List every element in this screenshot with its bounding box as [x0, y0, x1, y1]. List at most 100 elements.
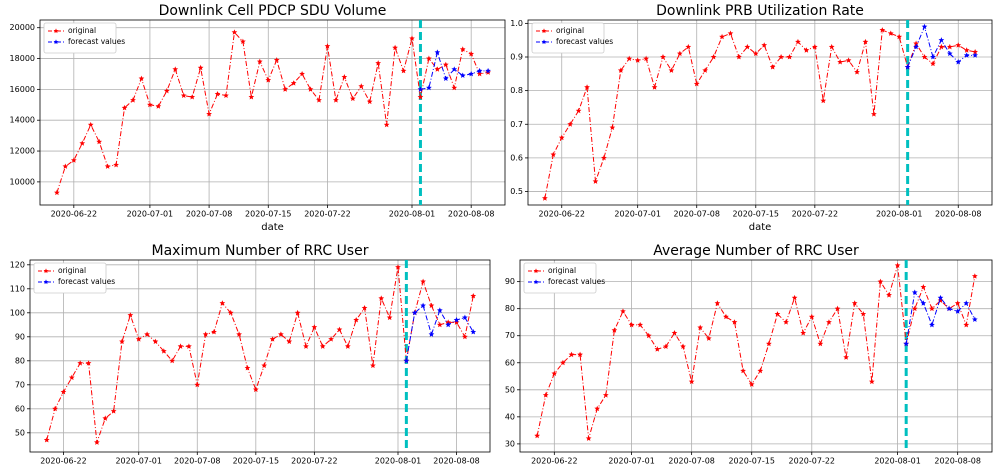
data-point — [442, 75, 449, 82]
series-line — [56, 31, 489, 193]
data-point — [971, 316, 978, 322]
data-point — [163, 87, 170, 94]
data-point — [911, 289, 918, 295]
legend-marker — [53, 28, 59, 34]
data-point — [834, 305, 841, 312]
data-point — [252, 386, 259, 393]
data-point — [817, 340, 824, 347]
data-point — [634, 57, 641, 63]
data-point — [820, 97, 827, 104]
data-point — [938, 43, 945, 50]
data-point — [392, 44, 398, 51]
data-point — [169, 357, 176, 364]
data-point — [470, 293, 477, 299]
plot-frame — [519, 259, 993, 453]
data-point — [77, 360, 84, 366]
data-point — [445, 321, 452, 328]
data-point — [575, 107, 582, 114]
data-point — [740, 367, 746, 374]
data-point — [70, 157, 77, 163]
data-point — [227, 309, 234, 316]
data-point — [152, 338, 159, 345]
data-point — [172, 66, 179, 72]
legend-label: original — [556, 26, 584, 35]
data-point — [349, 95, 356, 102]
y-tick-label: 0.8 — [510, 86, 523, 95]
data-point — [955, 42, 962, 48]
legend-marker — [53, 39, 59, 45]
legend-label: forecast values — [548, 277, 605, 286]
data-point — [299, 70, 305, 77]
y-tick-label: 50 — [15, 428, 25, 437]
data-point — [138, 75, 145, 82]
x-tick-label: 2020-06-22 — [40, 457, 87, 466]
data-point — [620, 308, 626, 314]
data-point — [383, 121, 390, 128]
data-point — [400, 67, 407, 74]
y-tick-label: 1.0 — [510, 19, 523, 28]
data-point — [344, 343, 351, 349]
data-point — [96, 138, 103, 145]
x-tick-label: 2020-07-22 — [792, 210, 839, 219]
data-point — [680, 343, 686, 349]
data-point — [854, 69, 860, 75]
y-tick-label: 30 — [505, 439, 515, 448]
data-point — [282, 86, 289, 92]
data-point — [375, 60, 382, 66]
data-point — [236, 331, 242, 337]
data-point — [52, 405, 58, 412]
x-tick-label: 2020-08-08 — [448, 210, 495, 219]
data-point — [585, 435, 592, 441]
legend-box — [531, 22, 605, 54]
data-point — [420, 278, 426, 285]
data-point — [79, 140, 86, 146]
data-point — [938, 37, 945, 43]
x-tick-label: 2020-06-22 — [531, 457, 578, 466]
data-point — [972, 48, 978, 55]
data-point — [911, 305, 918, 312]
y-tick-label: 20000 — [10, 23, 35, 32]
y-tick-label: 50 — [505, 385, 515, 394]
data-point — [155, 103, 162, 109]
data-point — [485, 67, 491, 74]
y-tick-label: 10000 — [10, 177, 35, 186]
subplot: Downlink Cell PDCP SDU Volume 10000 12000 1… — [10, 3, 506, 233]
data-point — [462, 333, 468, 340]
legend-label: forecast values — [58, 277, 115, 286]
data-point — [828, 43, 835, 50]
data-point — [778, 54, 784, 60]
data-point — [534, 432, 541, 439]
data-point — [43, 437, 50, 443]
x-tick-label: 2020-07-15 — [245, 210, 292, 219]
data-point — [316, 97, 322, 103]
data-point — [946, 50, 953, 57]
data-point — [963, 321, 970, 328]
y-tick-label: 90 — [15, 332, 25, 341]
data-point — [434, 49, 441, 55]
data-point — [453, 317, 460, 323]
data-point — [378, 295, 385, 301]
data-point — [791, 294, 798, 301]
data-point — [113, 161, 119, 168]
data-point — [748, 381, 755, 387]
data-point — [766, 340, 772, 347]
data-point — [558, 134, 565, 141]
data-point — [102, 415, 109, 421]
data-point — [693, 80, 700, 87]
data-point — [757, 367, 764, 374]
data-point — [244, 365, 251, 371]
x-tick-label: 2020-07-15 — [233, 457, 280, 466]
data-point — [567, 121, 574, 127]
data-point — [727, 30, 734, 36]
data-point — [800, 330, 807, 336]
data-point — [470, 329, 477, 335]
data-point — [319, 343, 326, 349]
data-point — [862, 38, 869, 45]
x-tick-label: 2020-07-22 — [304, 210, 351, 219]
data-point — [336, 326, 343, 333]
subplot: Maximum Number of RRC User 50 60 70 80 90 100 1… — [10, 243, 491, 466]
y-tick-label: 18000 — [10, 54, 35, 63]
data-point — [877, 278, 884, 285]
data-point — [904, 64, 911, 70]
